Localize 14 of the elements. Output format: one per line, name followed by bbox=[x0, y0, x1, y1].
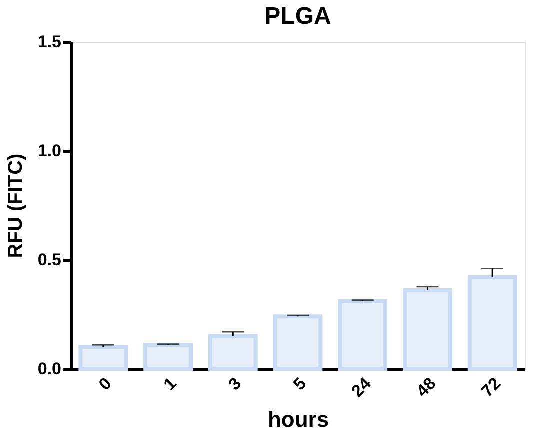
x-tick-label: 72 bbox=[478, 374, 505, 401]
y-axis-title: RFU (FITC) bbox=[4, 154, 27, 258]
x-axis-title: hours bbox=[268, 407, 330, 432]
x-tick-label: 5 bbox=[290, 374, 310, 394]
x-tick-label: 3 bbox=[225, 374, 246, 394]
y-tick-label: 1.0 bbox=[38, 142, 62, 160]
y-tick-label: 0.0 bbox=[38, 360, 62, 378]
x-tick-label: 0 bbox=[95, 374, 116, 394]
y-tick-label: 1.5 bbox=[38, 32, 62, 52]
y-tick-label: 0.5 bbox=[38, 250, 62, 270]
x-tick-label: 1 bbox=[160, 374, 180, 394]
chart-title: PLGA bbox=[264, 3, 332, 30]
x-tick-label: 24 bbox=[348, 374, 376, 401]
x-tick-label: 48 bbox=[412, 374, 440, 401]
